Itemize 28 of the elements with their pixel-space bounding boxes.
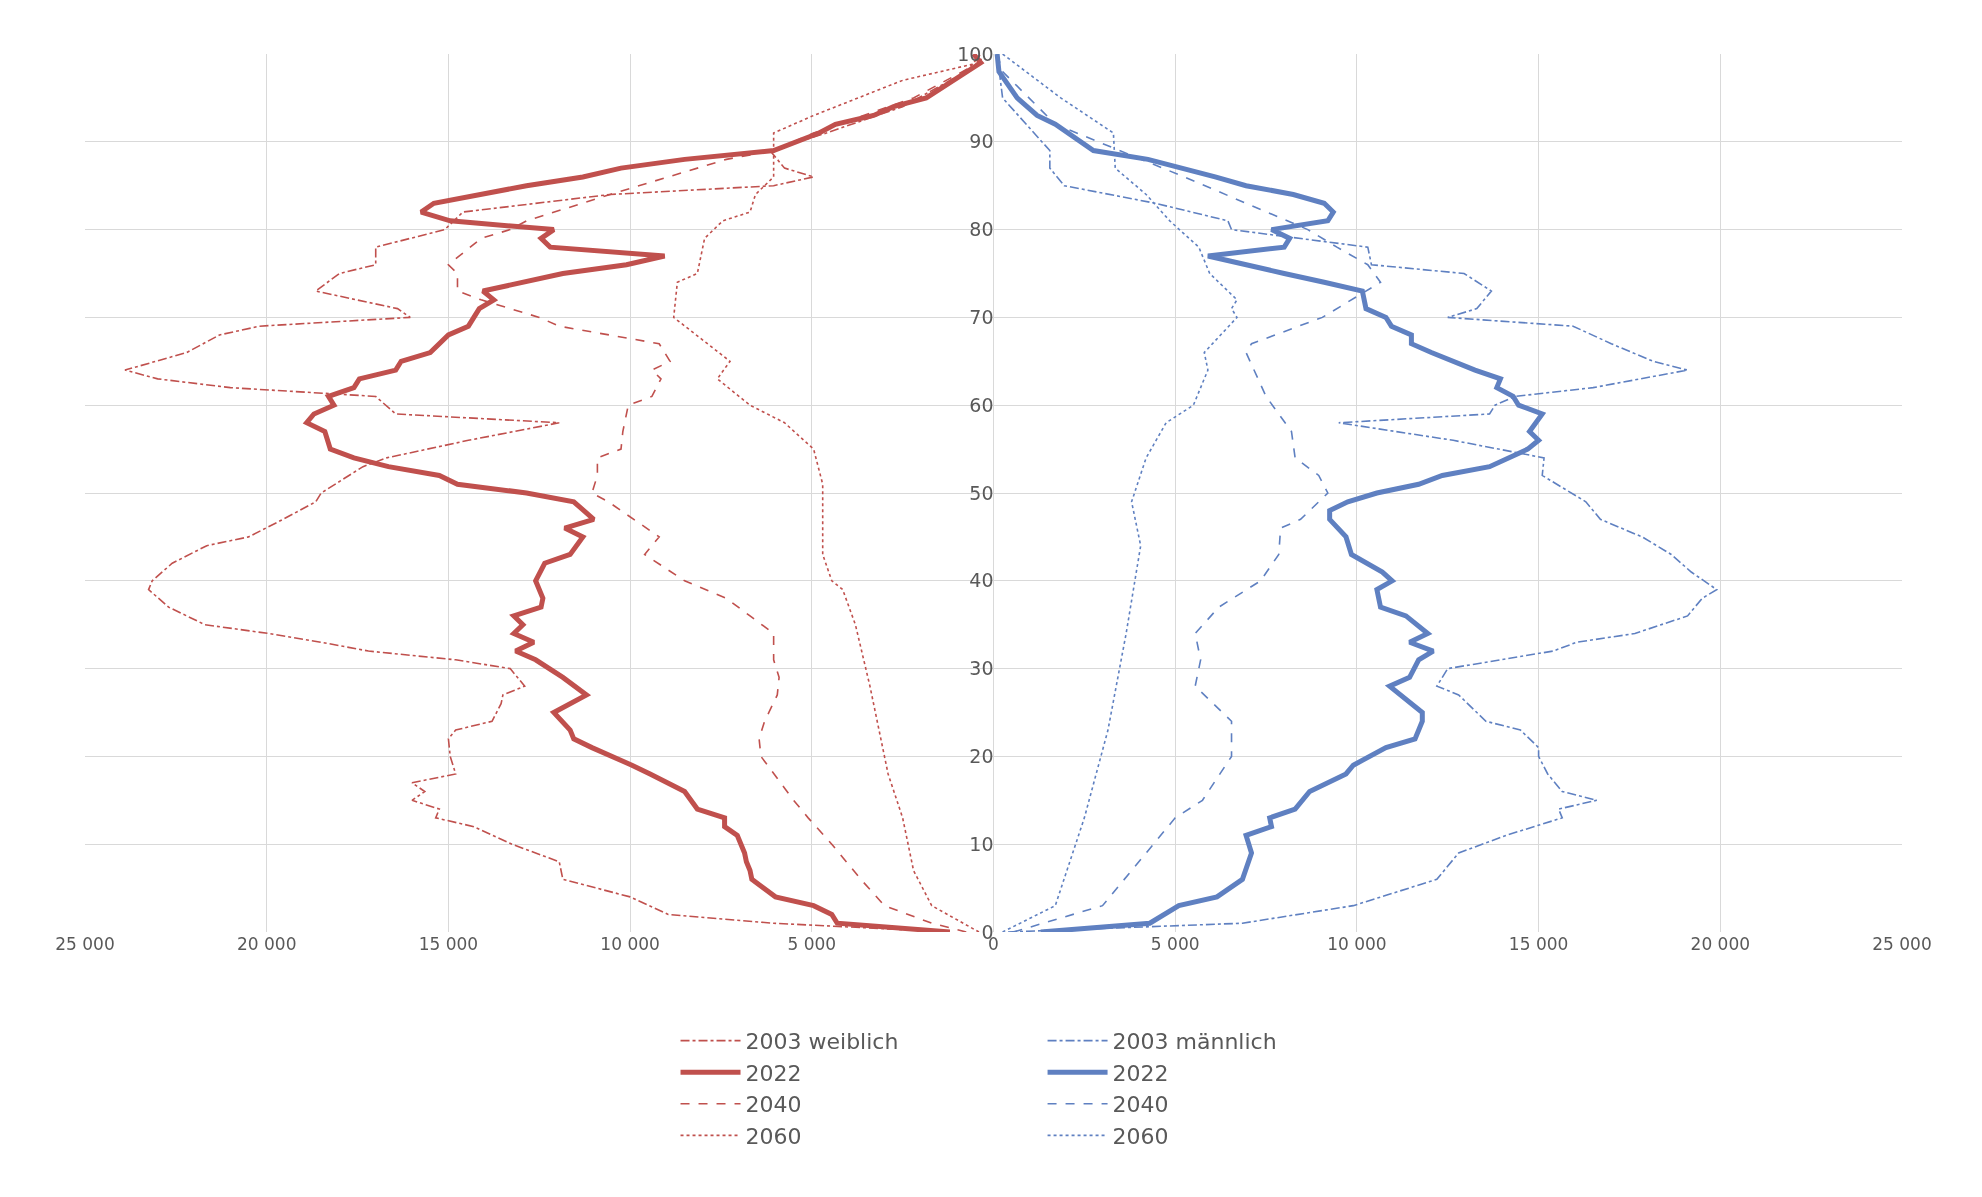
legend-label: 2060: [745, 1123, 802, 1149]
y-tick-label: 90: [969, 130, 994, 153]
x-tick-label: 10 000: [1327, 934, 1387, 954]
x-tick-label: 25 000: [55, 934, 115, 954]
x-tick-label: 15 000: [418, 934, 479, 954]
y-tick-label: 60: [969, 393, 994, 416]
legend-label: 2022: [745, 1060, 802, 1086]
x-tick-label: 20 000: [236, 934, 297, 954]
x-tick-label: 25 000: [1872, 934, 1932, 954]
legend-label: 2003 männlich: [1112, 1029, 1277, 1055]
legend-label: 2060: [1112, 1123, 1169, 1149]
y-tick-label: 50: [969, 481, 994, 504]
x-tick-label: 20 000: [1690, 934, 1751, 954]
y-tick-label: 10: [969, 832, 994, 855]
x-tick-label: 15 000: [1508, 934, 1569, 954]
legend-label: 2040: [1112, 1092, 1169, 1118]
x-tick-label: 5 000: [1150, 934, 1200, 954]
x-tick-label: 10 000: [600, 934, 660, 954]
y-tick-label: 40: [969, 569, 994, 592]
y-tick-label: 100: [957, 42, 994, 65]
x-tick-label: 5 000: [787, 934, 837, 954]
y-tick-label: 70: [969, 306, 994, 329]
y-tick-label: 30: [969, 657, 994, 680]
y-tick-label: 20: [969, 745, 994, 768]
y-tick-label: 80: [969, 218, 994, 241]
legend-label: 2022: [1112, 1060, 1169, 1086]
legend-label: 2040: [745, 1092, 802, 1118]
legend-label: 2003 weiblich: [745, 1029, 899, 1055]
